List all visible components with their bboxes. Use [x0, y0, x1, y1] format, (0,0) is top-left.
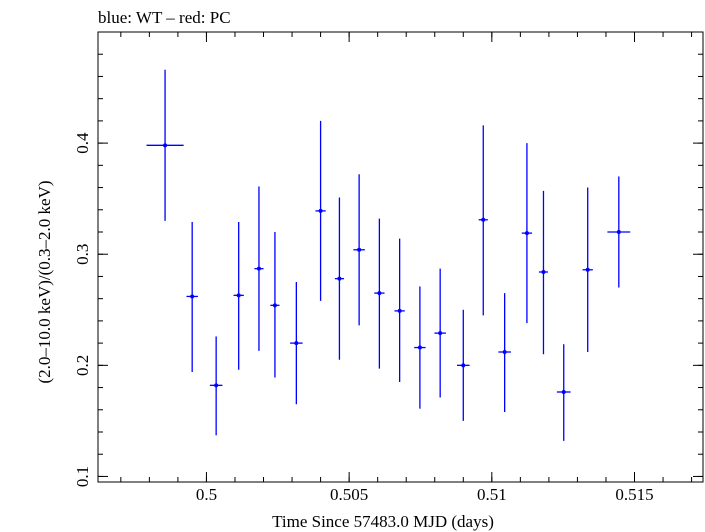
chart-title: blue: WT – red: PC [98, 8, 231, 27]
point-marker [236, 293, 241, 298]
data-point [290, 282, 303, 405]
data-point [478, 125, 488, 316]
point-marker [585, 267, 590, 272]
data-point [254, 186, 264, 351]
data-point [209, 336, 223, 436]
data-point [353, 174, 365, 326]
point-marker [357, 247, 362, 252]
data-point [607, 176, 631, 288]
point-marker [502, 350, 507, 354]
point-marker [337, 276, 342, 281]
data-point [233, 222, 244, 370]
data-point [270, 232, 280, 378]
data-point [538, 190, 549, 355]
x-tick-label: 0.51 [477, 485, 507, 504]
data-point [582, 187, 593, 352]
x-axis-label: Time Since 57483.0 MJD (days) [272, 512, 494, 531]
point-marker [294, 341, 299, 346]
x-tick-labels: 0.5 0.505 0.51 0.515 [196, 485, 654, 504]
data-point [556, 344, 571, 441]
point-marker [417, 345, 422, 350]
data-points [146, 69, 631, 441]
point-marker [318, 208, 323, 213]
data-point [146, 69, 184, 221]
x-tick-label: 0.505 [330, 485, 368, 504]
y-tick-label: 0.3 [73, 244, 92, 265]
point-marker [190, 294, 195, 299]
point-marker [561, 390, 566, 394]
data-point [457, 309, 470, 421]
point-marker [438, 331, 443, 336]
data-point [186, 222, 198, 372]
point-marker [256, 266, 261, 271]
point-marker [397, 308, 402, 313]
data-point [394, 238, 405, 382]
data-point [334, 197, 344, 360]
y-tick-label: 0.1 [73, 466, 92, 487]
point-marker [163, 143, 168, 148]
point-marker [377, 291, 382, 296]
data-point [374, 218, 385, 369]
plot-frame [97, 31, 704, 483]
data-point [498, 293, 511, 412]
axis-ticks [98, 31, 703, 482]
x-tick-label: 0.5 [196, 485, 217, 504]
point-marker [214, 383, 219, 388]
data-point [414, 286, 426, 409]
point-marker [616, 230, 621, 234]
point-marker [272, 303, 277, 308]
point-marker [541, 270, 546, 274]
data-point [521, 143, 533, 324]
point-marker [481, 217, 486, 222]
point-marker [524, 231, 529, 236]
y-tick-label: 0.2 [73, 355, 92, 376]
data-point [434, 268, 446, 398]
y-axis-label: (2.0–10.0 keV)/(0.3–2.0 keV) [35, 180, 54, 383]
x-tick-label: 0.515 [615, 485, 653, 504]
point-marker [461, 363, 466, 368]
data-point [315, 120, 326, 301]
y-tick-labels: 0.1 0.2 0.3 0.4 [73, 132, 92, 487]
y-tick-label: 0.4 [73, 132, 92, 154]
